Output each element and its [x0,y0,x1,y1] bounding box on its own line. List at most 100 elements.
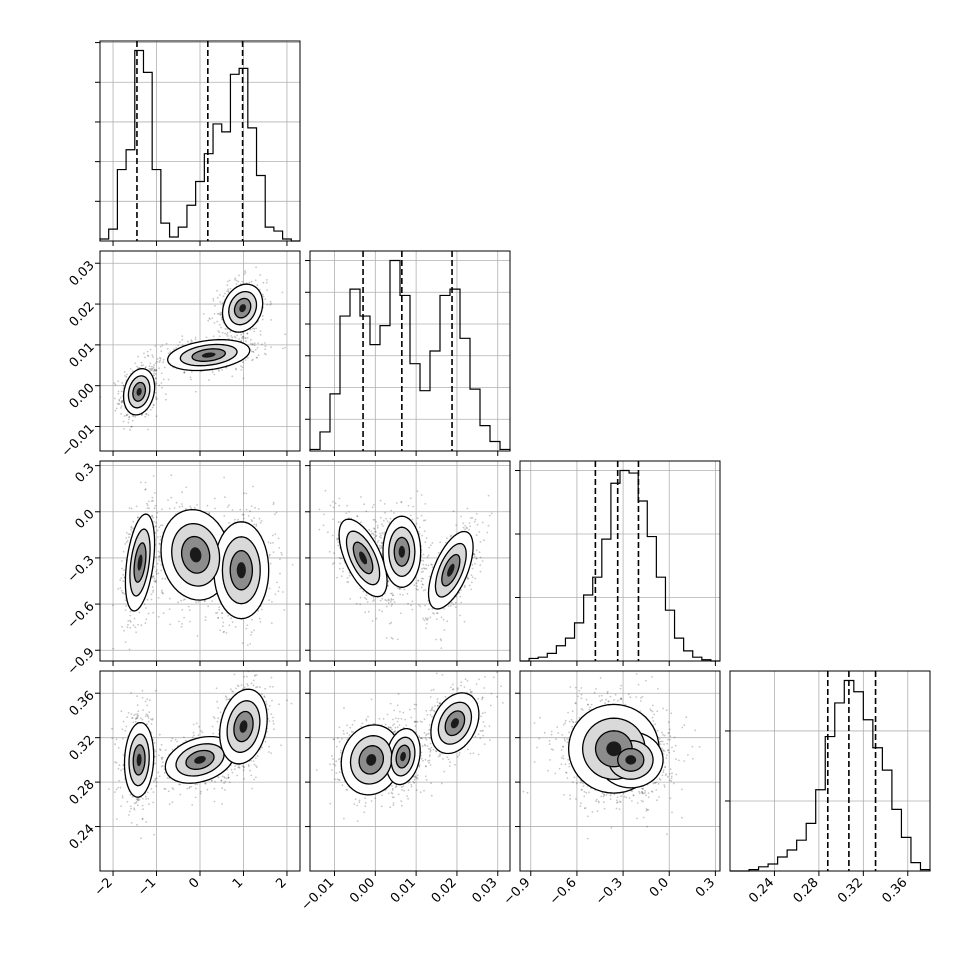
scatter-point [120,390,123,393]
scatter-point [416,585,418,588]
scatter-point [242,337,244,340]
scatter-point [141,818,144,821]
scatter-point [337,544,340,547]
scatter-point [372,518,375,521]
scatter-point [144,795,147,798]
scatter-point [339,521,342,524]
scatter-point [217,707,220,709]
contour-level-4 [189,547,202,563]
x-tick-label: 0 [186,875,202,891]
scatter-point [250,634,253,636]
scatter-point [155,516,158,519]
scatter-point [246,332,249,335]
scatter-point [265,353,267,356]
scatter-point [194,336,197,339]
y-tick-label: 0.0 [72,507,97,532]
scatter-point [155,521,158,524]
scatter-point [121,591,124,594]
y-tick-label: 0.32 [67,733,98,764]
scatter-point [228,522,231,524]
scatter-point [123,629,125,632]
scatter-point [234,518,236,521]
histogram-panel-0 [95,40,301,246]
scatter-point [251,359,254,362]
scatter-point [146,791,149,794]
scatter-point [126,716,128,718]
scatter-point [227,280,229,283]
scatter-point [201,731,204,734]
scatter-point [398,587,401,590]
scatter-point [154,377,157,380]
scatter-point [156,569,158,571]
scatter-point [220,313,223,316]
scatter-point [331,534,334,537]
scatter-point [161,524,164,527]
scatter-point [217,330,220,332]
scatter-point [152,791,155,793]
scatter-point [154,492,156,494]
scatter-point [124,599,127,601]
y-tick-label: 0.01 [67,340,98,371]
scatter-point [127,418,130,421]
scatter-point [218,324,221,326]
scatter-point [240,369,243,371]
scatter-point [135,505,138,508]
scatter-point [240,337,243,339]
scatter-point [243,766,246,769]
scatter-point [235,279,238,282]
scatter-point [336,538,339,541]
scatter-point [337,521,340,523]
scatter-point [216,320,219,323]
scatter-point [112,647,115,650]
scatter-point [127,536,130,539]
scatter-point [123,428,125,430]
scatter-point [198,725,201,728]
scatter-point [153,374,156,377]
scatter-point [268,554,271,557]
scatter-point [256,686,259,688]
scatter-point [381,610,383,613]
y-tick-label: 0.3 [72,461,97,486]
scatter-point [190,339,193,342]
scatter-point [279,572,281,575]
scatter-point [259,521,262,524]
scatter-point [120,407,122,409]
scatter-point [226,506,229,508]
scatter-point [163,771,166,774]
scatter-point [264,342,266,344]
scatter-point [425,537,428,539]
scatter-point [167,378,170,381]
scatter-point [154,755,157,758]
scatter-point [267,751,270,753]
scatter-point [136,704,139,706]
scatter-point [382,519,385,522]
scatter-point [276,581,278,584]
scatter-point [226,290,229,292]
scatter-point [124,375,126,377]
scatter-point [130,713,133,715]
scatter-point [120,400,123,403]
scatter-point [157,536,159,538]
scatter-point [154,372,157,375]
scatter-point [184,739,187,742]
scatter-point [144,356,146,359]
scatter-point [158,733,161,736]
scatter-point [159,552,161,554]
scatter-point [218,606,221,609]
scatter-point [150,365,153,368]
scatter-point [149,367,152,370]
scatter-point [153,833,156,836]
scatter-point [125,531,128,534]
scatter-point [269,542,272,545]
scatter-point [254,757,257,759]
scatter-point [147,715,150,718]
scatter-point [332,500,334,503]
scatter-point [348,574,351,577]
scatter-point [189,505,192,508]
scatter-point [238,274,241,277]
scatter-point [166,347,169,350]
scatter-point [221,302,224,305]
scatter-point [360,521,362,524]
scatter-point [360,496,362,498]
scatter-point [195,601,198,604]
